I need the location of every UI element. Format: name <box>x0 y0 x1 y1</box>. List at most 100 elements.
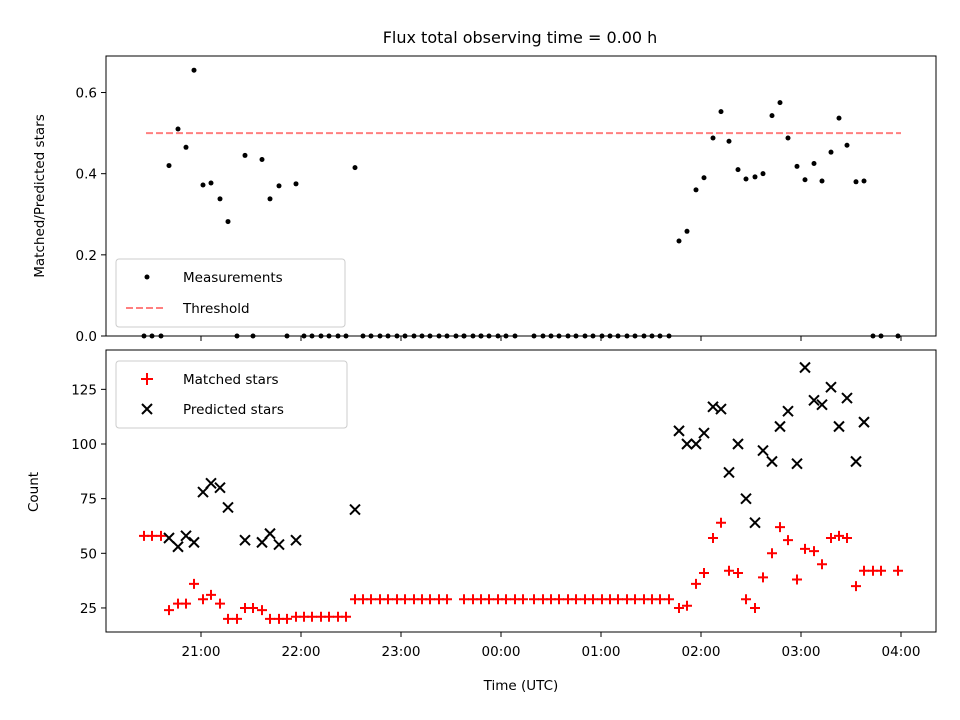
measurement-point <box>701 175 707 181</box>
measurement-point <box>225 219 231 225</box>
matched-stars-point <box>501 594 511 605</box>
matched-stars-point <box>691 578 701 589</box>
matched-stars-point <box>484 594 494 605</box>
predicted-stars-point <box>791 457 803 470</box>
matched-stars-point <box>518 594 528 605</box>
matched-stars-point <box>232 613 242 624</box>
matched-stars-point <box>223 613 233 624</box>
measurement-point <box>191 67 197 73</box>
predicted-stars-point <box>681 438 693 450</box>
predicted-stars-point <box>858 416 870 428</box>
measurement-point <box>208 180 214 186</box>
predicted-stars-point <box>799 361 811 374</box>
predicted-legend-marker <box>141 403 153 415</box>
ratio-panel: Flux total observing time = 0.00 h 0.00.… <box>32 28 937 345</box>
count-y-ticks: 25 50 75 100 125 <box>71 382 106 617</box>
y-tick-label: 0.6 <box>76 86 97 102</box>
x-tick-label: 22:00 <box>282 644 321 660</box>
count-axes-frame <box>105 349 937 633</box>
matched-stars-point <box>674 602 684 613</box>
measurement-point <box>710 135 716 141</box>
predicted-stars-point <box>774 420 786 433</box>
measurement-point <box>276 183 282 189</box>
count-y-axis-label: Count <box>26 472 42 512</box>
measurement-point <box>242 152 248 158</box>
ratio-y-axis-label: Matched/Predicted stars <box>32 114 48 277</box>
measurement-point <box>861 178 867 184</box>
predicted-stars-point <box>673 425 685 437</box>
predicted-stars-point <box>740 492 752 505</box>
measurement-point <box>836 115 842 121</box>
matched-stars-point <box>724 565 734 576</box>
matched-stars-point <box>442 594 452 605</box>
matched-stars-point <box>792 574 802 585</box>
matched-stars-point <box>307 611 317 622</box>
y-tick-label: 25 <box>80 601 97 617</box>
measurement-point <box>718 109 724 115</box>
x-tick-label: 03:00 <box>782 644 821 660</box>
measurement-point <box>752 174 758 180</box>
predicted-stars-point <box>349 503 361 516</box>
measurement-point <box>785 135 791 141</box>
measurement-point <box>760 171 766 177</box>
matched-stars-point <box>206 589 216 600</box>
count-plot-area <box>139 361 903 624</box>
measurement-point <box>293 181 299 187</box>
matched-stars-point <box>699 567 709 578</box>
predicted-stars-point <box>782 405 794 417</box>
predicted-stars-point <box>757 444 769 457</box>
ratio-plot-area <box>141 67 901 339</box>
matched-stars-point <box>716 517 726 528</box>
measurements-legend-label: Measurements <box>183 270 283 286</box>
predicted-stars-point <box>850 455 862 468</box>
matched-legend-marker <box>141 373 153 385</box>
y-tick-label: 0.0 <box>76 329 97 345</box>
matched-stars-point <box>800 543 810 554</box>
measurement-point <box>684 228 690 234</box>
matched-stars-point <box>459 594 469 605</box>
measurement-point <box>200 182 206 188</box>
predicted-stars-point <box>264 527 276 540</box>
matched-stars-point <box>733 567 743 578</box>
y-tick-label: 100 <box>71 437 97 453</box>
predicted-stars-point <box>239 534 251 546</box>
ratio-y-ticks: 0.0 0.2 0.4 0.6 <box>76 86 106 345</box>
measurement-point <box>777 100 783 106</box>
measurement-point <box>352 165 358 171</box>
matched-stars-point <box>682 600 692 611</box>
matched-stars-point <box>630 594 640 605</box>
matched-stars-point <box>775 522 785 533</box>
measurements-legend-marker <box>144 274 150 280</box>
matched-stars-point <box>400 594 410 605</box>
ratio-legend: Measurements Threshold <box>115 258 346 328</box>
ratio-axes-frame <box>105 55 937 337</box>
predicted-legend-label: Predicted stars <box>183 402 284 418</box>
matched-stars-point <box>215 598 225 609</box>
measurement-point <box>828 149 834 155</box>
count-x-ticks: 21:00 22:00 23:00 00:00 01:00 02:00 03:00 04:00 <box>182 632 920 660</box>
predicted-stars-point <box>732 438 744 450</box>
predicted-stars-point <box>256 536 268 549</box>
matched-stars-point <box>198 594 208 605</box>
matched-stars-point <box>156 530 166 541</box>
measurement-point <box>853 179 859 185</box>
predicted-stars-point <box>163 532 175 544</box>
matched-stars-point <box>324 611 334 622</box>
matched-stars-point <box>664 594 674 605</box>
matched-stars-point <box>851 581 861 592</box>
count-legend-box <box>115 360 348 429</box>
predicted-stars-point <box>723 466 735 479</box>
predicted-stars-point <box>825 381 837 393</box>
ratio-x-ticks <box>200 336 902 341</box>
predicted-stars-point <box>707 401 719 413</box>
predicted-stars-point <box>808 394 820 406</box>
measurement-point <box>743 176 749 182</box>
matched-stars-point <box>248 602 258 613</box>
y-tick-label: 0.2 <box>76 248 97 264</box>
predicted-stars-point <box>833 420 845 433</box>
x-axis-label: Time (UTC) <box>483 678 559 694</box>
threshold-legend-label: Threshold <box>182 301 250 317</box>
x-tick-label: 23:00 <box>382 644 421 660</box>
predicted-stars-point <box>273 538 285 551</box>
